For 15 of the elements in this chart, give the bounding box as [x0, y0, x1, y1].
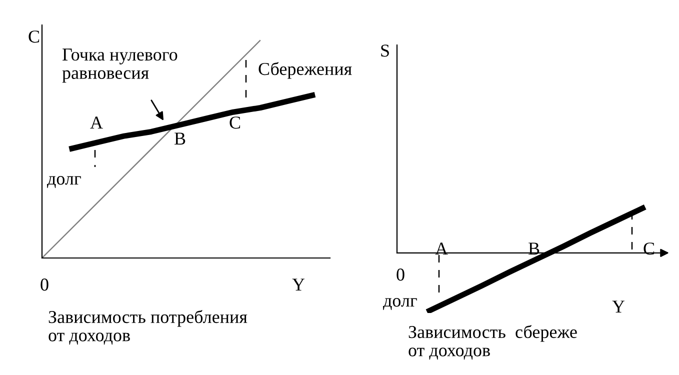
y-axis-title: C	[28, 30, 40, 43]
annotation: B	[174, 132, 186, 145]
annotation: долг	[47, 176, 81, 188]
annotation: Сбережения	[258, 62, 352, 79]
annotation: 0	[396, 268, 404, 281]
text: Зависимость сбереже от доходов	[408, 325, 577, 360]
annotation: долг	[383, 298, 417, 310]
x-axis-title: Y	[292, 278, 305, 291]
y-axis-title: S	[381, 44, 389, 57]
x-axis-title: Y	[612, 300, 625, 313]
annotation: Гочка нулевого равновесия	[62, 48, 178, 83]
annotation: C	[230, 116, 240, 129]
annotation: A	[90, 116, 103, 129]
text: 0	[40, 278, 48, 291]
text: Зависимость потребления от доходов	[48, 310, 248, 345]
